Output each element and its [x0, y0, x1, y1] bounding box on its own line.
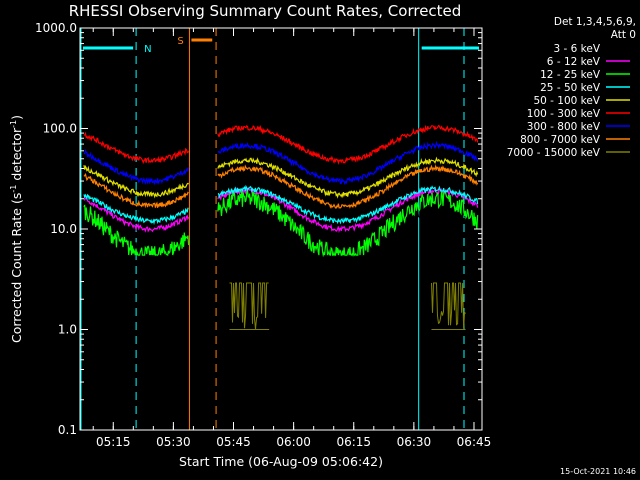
series-bursts [431, 282, 466, 329]
y-axis-label-mid: detector [9, 127, 24, 185]
legend-label: 12 - 25 keV [540, 69, 601, 81]
y-tick-label: 1.0 [58, 323, 77, 337]
legend-label: 50 - 100 keV [533, 95, 600, 107]
saa-marker-label: S [177, 36, 183, 47]
series-line [217, 187, 479, 233]
series-line [83, 196, 190, 233]
legend-label: 3 - 6 keV [553, 43, 600, 55]
y-tick-label: 10.0 [50, 222, 77, 236]
y-tick-label: 1000.0 [35, 21, 77, 35]
series-line [83, 148, 190, 186]
legend-label: 800 - 7000 keV [520, 134, 601, 146]
x-tick-label: 05:30 [156, 435, 191, 449]
y-tick-label: 0.1 [58, 423, 77, 437]
axes: 1000.0 100.0 10.0 1.0 0.1 05:15 05:30 05:45 06:0… [35, 21, 491, 449]
legend-label: 6 - 12 keV [547, 56, 601, 68]
y-axis-label: Corrected Count Rate (s-1 detector-1) [9, 115, 24, 343]
legend-label: 100 - 300 keV [527, 108, 601, 120]
series-line [217, 189, 479, 258]
x-tick-label: 05:45 [216, 435, 251, 449]
x-tick-label: 06:15 [336, 435, 371, 449]
x-tick-label: 06:45 [457, 435, 492, 449]
series-line [83, 131, 190, 165]
series-line [217, 164, 479, 209]
y-axis-label-sup1: -1 [9, 185, 18, 193]
series-line [217, 124, 479, 166]
series-bursts [229, 282, 269, 330]
legend-label: 25 - 50 keV [540, 82, 601, 94]
series-line [83, 172, 189, 209]
night-marker-label: N [144, 44, 151, 55]
legend-label: 300 - 800 keV [527, 121, 601, 133]
series-line [83, 204, 190, 257]
y-axis-label-sup2: -1 [9, 120, 18, 128]
legend-header-attenuator: Att 0 [611, 29, 636, 41]
series-line [83, 164, 190, 199]
y-axis-label-end: ) [9, 115, 24, 120]
series-line [217, 156, 479, 199]
plot-area: NS [80, 28, 479, 430]
series-line [217, 184, 479, 225]
series-line [83, 193, 189, 226]
x-axis-label: Start Time (06-Aug-09 05:06:42) [179, 454, 383, 469]
series-line [217, 140, 479, 185]
x-tick-label: 06:00 [276, 435, 311, 449]
x-tick-label: 05:15 [96, 435, 131, 449]
legend-header-detectors: Det 1,3,4,5,6,9, [554, 16, 636, 28]
legend-label: 7000 - 15000 keV [507, 147, 601, 159]
y-axis-label-main: Corrected Count Rate (s [9, 193, 24, 343]
y-tick-label: 100.0 [43, 122, 77, 136]
x-tick-label: 06:30 [397, 435, 432, 449]
chart-title: RHESSI Observing Summary Count Rates, Co… [69, 2, 462, 20]
generation-timestamp: 15-Oct-2021 10:46 [560, 467, 636, 476]
